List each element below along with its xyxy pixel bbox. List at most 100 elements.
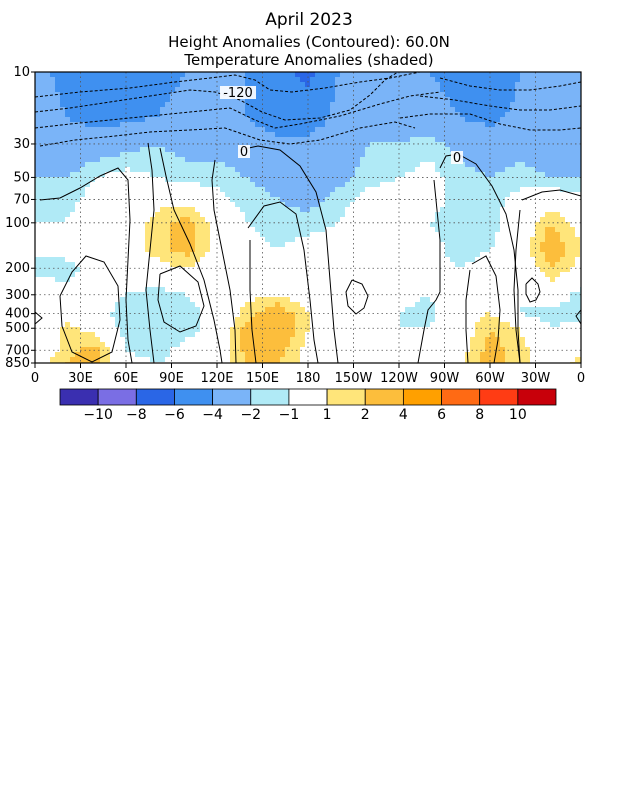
temperature-anomaly-cell xyxy=(375,117,381,123)
temperature-anomaly-cell xyxy=(215,117,221,123)
temperature-anomaly-cell xyxy=(100,282,106,288)
temperature-anomaly-cell xyxy=(160,142,166,148)
temperature-anomaly-cell xyxy=(470,287,476,293)
temperature-anomaly-cell xyxy=(385,117,391,123)
temperature-anomaly-cell xyxy=(450,137,456,143)
temperature-anomaly-cell xyxy=(35,262,41,268)
temperature-anomaly-cell xyxy=(425,72,431,78)
temperature-anomaly-cell xyxy=(75,172,81,178)
temperature-anomaly-cell xyxy=(110,207,116,213)
temperature-anomaly-cell xyxy=(490,162,496,168)
temperature-anomaly-cell xyxy=(140,272,146,278)
temperature-anomaly-cell xyxy=(360,207,366,213)
temperature-anomaly-cell xyxy=(175,297,181,303)
temperature-anomaly-cell xyxy=(70,287,76,293)
temperature-anomaly-cell xyxy=(80,162,86,168)
temperature-anomaly-cell xyxy=(100,112,106,118)
temperature-anomaly-cell xyxy=(555,232,561,238)
temperature-anomaly-cell xyxy=(115,262,121,268)
temperature-anomaly-cell xyxy=(35,192,41,198)
temperature-anomaly-cell xyxy=(270,227,276,233)
temperature-anomaly-cell xyxy=(350,207,356,213)
temperature-anomaly-cell xyxy=(445,142,451,148)
temperature-anomaly-cell xyxy=(550,277,556,283)
temperature-anomaly-cell xyxy=(540,292,546,298)
temperature-anomaly-cell xyxy=(570,182,576,188)
temperature-anomaly-cell xyxy=(65,222,71,228)
temperature-anomaly-cell xyxy=(265,137,271,143)
temperature-anomaly-cell xyxy=(235,142,241,148)
temperature-anomaly-cell xyxy=(285,97,291,103)
temperature-anomaly-cell xyxy=(325,157,331,163)
temperature-anomaly-cell xyxy=(415,242,421,248)
temperature-anomaly-cell xyxy=(180,152,186,158)
temperature-anomaly-cell xyxy=(125,197,131,203)
temperature-anomaly-cell xyxy=(55,227,61,233)
temperature-anomaly-cell xyxy=(245,212,251,218)
temperature-anomaly-cell xyxy=(520,147,526,153)
temperature-anomaly-cell xyxy=(275,222,281,228)
temperature-anomaly-cell xyxy=(390,267,396,273)
temperature-anomaly-cell xyxy=(485,222,491,228)
temperature-anomaly-cell xyxy=(460,137,466,143)
temperature-anomaly-cell xyxy=(100,202,106,208)
temperature-anomaly-cell xyxy=(260,132,266,138)
temperature-anomaly-cell xyxy=(180,162,186,168)
temperature-anomaly-cell xyxy=(420,82,426,88)
temperature-anomaly-cell xyxy=(235,167,241,173)
temperature-anomaly-cell xyxy=(35,212,41,218)
temperature-anomaly-cell xyxy=(225,227,231,233)
temperature-anomaly-cell xyxy=(300,187,306,193)
temperature-anomaly-cell xyxy=(570,142,576,148)
temperature-anomaly-cell xyxy=(420,252,426,258)
temperature-anomaly-cell xyxy=(395,287,401,293)
temperature-anomaly-cell xyxy=(435,242,441,248)
temperature-anomaly-cell xyxy=(390,257,396,263)
temperature-anomaly-cell xyxy=(370,97,376,103)
temperature-anomaly-cell xyxy=(285,222,291,228)
temperature-anomaly-cell xyxy=(325,237,331,243)
temperature-anomaly-cell xyxy=(525,227,531,233)
temperature-anomaly-cell xyxy=(230,262,236,268)
temperature-anomaly-cell xyxy=(190,207,196,213)
temperature-anomaly-cell xyxy=(455,267,461,273)
temperature-anomaly-cell xyxy=(65,232,71,238)
temperature-anomaly-cell xyxy=(285,252,291,258)
temperature-anomaly-cell xyxy=(145,132,151,138)
temperature-anomaly-cell xyxy=(390,82,396,88)
temperature-anomaly-cell xyxy=(540,112,546,118)
temperature-anomaly-cell xyxy=(275,82,281,88)
temperature-anomaly-cell xyxy=(295,257,301,263)
temperature-anomaly-cell xyxy=(40,292,46,298)
temperature-anomaly-cell xyxy=(470,112,476,118)
temperature-anomaly-cell xyxy=(145,167,151,173)
temperature-anomaly-cell xyxy=(75,87,81,93)
temperature-anomaly-cell xyxy=(60,97,66,103)
temperature-anomaly-cell xyxy=(65,107,71,113)
temperature-anomaly-cell xyxy=(495,102,501,108)
temperature-anomaly-cell xyxy=(170,282,176,288)
temperature-anomaly-cell xyxy=(115,187,121,193)
temperature-anomaly-cell xyxy=(380,167,386,173)
temperature-anomaly-cell xyxy=(280,202,286,208)
temperature-anomaly-cell xyxy=(445,257,451,263)
temperature-anomaly-cell xyxy=(540,177,546,183)
temperature-anomaly-cell xyxy=(50,262,56,268)
temperature-anomaly-cell xyxy=(225,252,231,258)
chart-title: April 2023 xyxy=(265,10,353,30)
temperature-anomaly-cell xyxy=(85,212,91,218)
temperature-anomaly-cell xyxy=(455,127,461,133)
temperature-anomaly-cell xyxy=(435,207,441,213)
temperature-anomaly-cell xyxy=(370,232,376,238)
temperature-anomaly-cell xyxy=(245,97,251,103)
temperature-anomaly-cell xyxy=(80,187,86,193)
temperature-anomaly-cell xyxy=(540,122,546,128)
temperature-anomaly-cell xyxy=(475,152,481,158)
temperature-anomaly-cell xyxy=(255,202,261,208)
temperature-anomaly-cell xyxy=(170,177,176,183)
temperature-anomaly-cell xyxy=(450,107,456,113)
temperature-anomaly-cell xyxy=(150,237,156,243)
temperature-anomaly-cell xyxy=(80,167,86,173)
temperature-anomaly-cell xyxy=(170,212,176,218)
temperature-anomaly-cell xyxy=(55,282,61,288)
